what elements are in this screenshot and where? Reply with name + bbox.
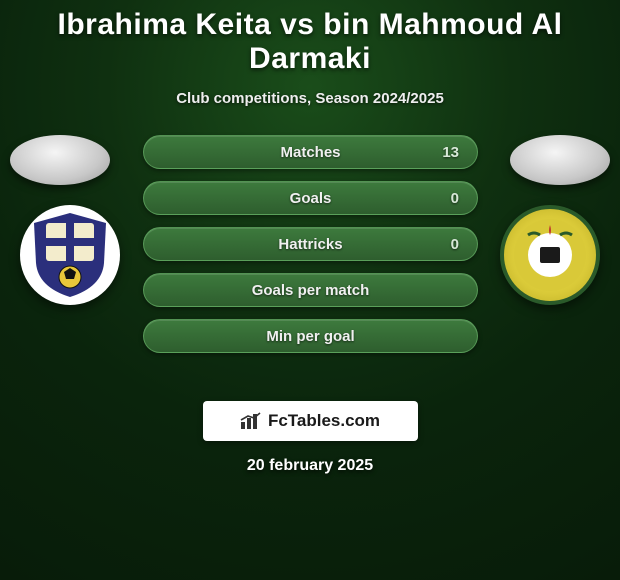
stat-label: Goals (290, 190, 332, 207)
subtitle: Club competitions, Season 2024/2025 (0, 90, 620, 107)
stat-label: Min per goal (266, 328, 354, 345)
date-text: 20 february 2025 (0, 457, 620, 475)
stat-label: Goals per match (252, 282, 370, 299)
stat-value-right: 13 (442, 144, 459, 161)
club-badge-left (20, 205, 120, 305)
stat-row-goals: Goals 0 (143, 181, 478, 215)
brand-text: FcTables.com (268, 411, 380, 431)
stat-row-matches: Matches 13 (143, 135, 478, 169)
shield-icon (30, 211, 110, 299)
player-avatar-right (510, 135, 610, 185)
player-avatar-left (10, 135, 110, 185)
stat-label: Hattricks (278, 236, 342, 253)
emblem-icon (512, 217, 588, 293)
comparison-card: Ibrahima Keita vs bin Mahmoud Al Darmaki… (0, 0, 620, 580)
stat-label: Matches (280, 144, 340, 161)
page-title: Ibrahima Keita vs bin Mahmoud Al Darmaki (0, 8, 620, 76)
stat-value-right: 0 (451, 190, 459, 207)
brand-box[interactable]: FcTables.com (203, 401, 418, 441)
stats-area: Matches 13 Goals 0 Hattricks 0 Goals per… (0, 135, 620, 385)
club-badge-right (500, 205, 600, 305)
stat-row-min-per-goal: Min per goal (143, 319, 478, 353)
stat-row-hattricks: Hattricks 0 (143, 227, 478, 261)
stat-value-right: 0 (451, 236, 459, 253)
stat-row-goals-per-match: Goals per match (143, 273, 478, 307)
chart-icon (240, 412, 262, 430)
